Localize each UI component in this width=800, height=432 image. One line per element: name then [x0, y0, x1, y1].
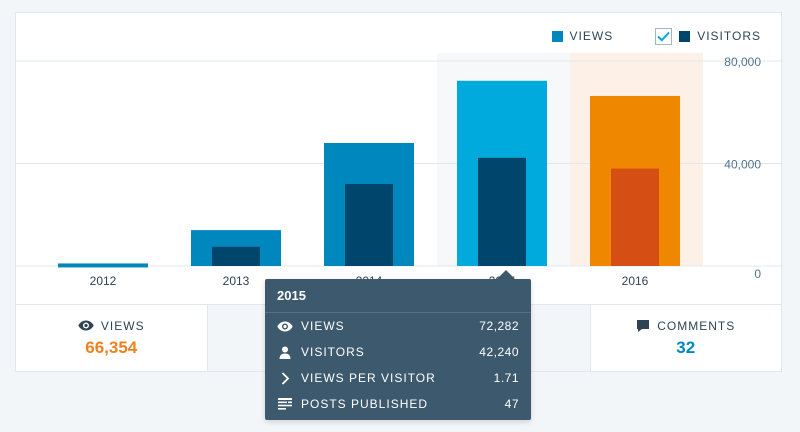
legend-visitors-label: VISITORS	[697, 29, 761, 43]
chevron-right-icon	[277, 371, 293, 385]
x-tick-2012: 2012	[90, 274, 117, 288]
visitors-checkbox[interactable]	[655, 27, 673, 45]
tooltip-views-value: 72,282	[479, 319, 519, 333]
visitors-swatch	[679, 30, 691, 42]
visitors-bar-2014	[345, 184, 393, 266]
tooltip-views-label: VIEWS	[301, 319, 345, 333]
eye-icon	[277, 321, 293, 332]
views-swatch	[551, 30, 563, 42]
tooltip-row-views: VIEWS 72,282	[265, 313, 531, 339]
x-tick-2016: 2016	[622, 274, 649, 288]
stat-comments-label-row: COMMENTS	[636, 319, 735, 333]
chart-legend: VIEWS VISITORS	[551, 27, 761, 45]
tooltip-row-views-per-visitor: VIEWS PER VISITOR 1.71	[265, 365, 531, 391]
tooltip-posts-label: POSTS PUBLISHED	[301, 397, 429, 411]
tooltip-visitors-value: 42,240	[479, 345, 519, 359]
visitors-bar-2016	[611, 168, 659, 266]
legend-views[interactable]: VIEWS	[551, 29, 614, 43]
stat-tab-comments[interactable]: COMMENTS 32	[591, 305, 782, 371]
stat-views-label: VIEWS	[100, 318, 145, 333]
person-icon	[277, 346, 293, 359]
bar-tooltip: 2015 VIEWS 72,282 VISITORS 42,240 VIEWS …	[265, 279, 531, 420]
eye-icon	[78, 320, 94, 331]
stat-tab-views[interactable]: VIEWS 66,354	[16, 305, 208, 371]
stat-views-value: 66,354	[85, 337, 138, 357]
y-tick-label: 80,000	[724, 55, 761, 69]
tooltip-vpv-value: 1.71	[493, 371, 519, 385]
tooltip-row-posts-published: POSTS PUBLISHED 47	[265, 391, 531, 417]
y-tick-label: 0	[754, 267, 761, 281]
tooltip-arrow	[497, 270, 515, 279]
comment-icon	[636, 319, 650, 333]
visitors-bar-2013	[212, 246, 260, 266]
tooltip-title: 2015	[265, 279, 531, 313]
views-bar-2012	[58, 263, 148, 268]
tooltip-vpv-label: VIEWS PER VISITOR	[301, 371, 436, 385]
tooltip-row-visitors: VISITORS 42,240	[265, 339, 531, 365]
checkmark-icon	[657, 31, 670, 42]
x-tick-2013: 2013	[223, 274, 250, 288]
tooltip-visitors-label: VISITORS	[301, 345, 365, 359]
y-tick-label: 40,000	[724, 158, 761, 172]
stat-views-label-row: VIEWS	[78, 319, 145, 333]
text-lines-icon	[277, 398, 293, 410]
tooltip-posts-value: 47	[504, 397, 519, 411]
legend-visitors[interactable]: VISITORS	[679, 29, 761, 43]
legend-views-label: VIEWS	[569, 29, 614, 43]
stat-comments-value: 32	[676, 337, 696, 357]
visitors-bar-2015	[478, 157, 526, 266]
stat-comments-label: COMMENTS	[657, 318, 736, 333]
